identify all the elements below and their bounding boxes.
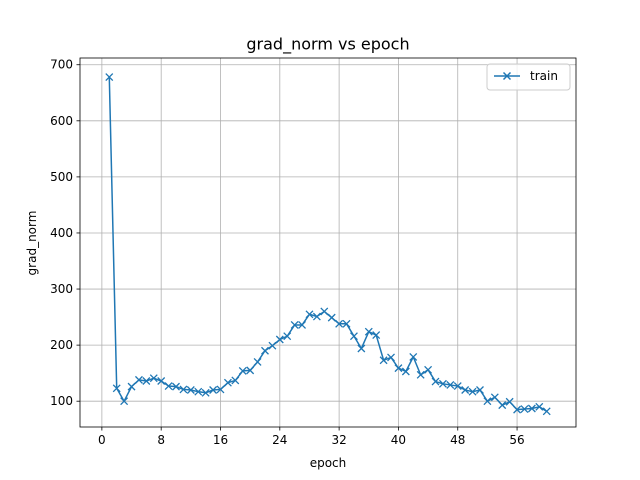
data-point xyxy=(438,379,447,388)
x-tick-label: 8 xyxy=(157,433,165,447)
legend: train xyxy=(486,63,571,91)
chart-title: grad_norm vs epoch xyxy=(246,35,409,55)
y-axis-label: grad_norm xyxy=(25,211,39,276)
data-point xyxy=(112,384,121,393)
legend-label: train xyxy=(530,69,558,83)
y-tick-label: 100 xyxy=(50,394,73,408)
legend-marker xyxy=(502,71,512,81)
data-point xyxy=(201,388,210,397)
data-point xyxy=(298,320,307,329)
data-point xyxy=(179,385,188,394)
data-point xyxy=(468,387,477,396)
data-point xyxy=(520,405,529,414)
legend-box xyxy=(486,63,571,91)
data-point xyxy=(394,364,403,373)
data-point xyxy=(261,346,269,355)
data-point xyxy=(268,341,277,350)
data-point xyxy=(216,385,225,394)
data-point xyxy=(372,331,381,339)
plot-frame xyxy=(79,57,577,428)
data-point xyxy=(275,335,284,344)
data-point xyxy=(290,320,299,329)
x-tick-label: 32 xyxy=(331,433,346,447)
data-point xyxy=(305,310,314,319)
data-point xyxy=(105,73,114,82)
data-point xyxy=(379,356,388,365)
data-point xyxy=(446,380,455,389)
y-ticks: 100 200 300 400 500 600 700 xyxy=(50,58,80,408)
grid xyxy=(80,58,576,427)
data-point xyxy=(387,353,395,362)
y-tick-label: 400 xyxy=(50,226,73,240)
axes-frame xyxy=(79,57,577,428)
data-point xyxy=(127,382,136,391)
data-point xyxy=(246,366,255,375)
x-tick-label: 0 xyxy=(98,433,106,447)
data-point xyxy=(527,404,536,413)
data-point xyxy=(461,386,470,394)
data-point xyxy=(149,374,158,383)
data-point xyxy=(238,366,247,375)
data-point xyxy=(312,312,321,321)
data-point xyxy=(327,313,336,322)
data-point xyxy=(498,401,507,410)
data-point xyxy=(157,377,166,385)
y-tick-label: 600 xyxy=(50,114,73,128)
y-tick-label: 300 xyxy=(50,282,73,296)
data-point xyxy=(483,397,492,406)
data-point xyxy=(401,367,410,376)
data-point xyxy=(490,393,499,402)
data-point xyxy=(186,386,195,394)
y-tick-label: 200 xyxy=(50,338,73,352)
data-point xyxy=(120,397,129,406)
x-tick-label: 48 xyxy=(450,433,465,447)
data-point xyxy=(335,319,344,328)
x-tick-label: 24 xyxy=(272,433,287,447)
data-point xyxy=(357,344,366,353)
data-point xyxy=(283,332,292,341)
data-point xyxy=(209,386,218,394)
data-point xyxy=(142,377,151,385)
data-point xyxy=(409,352,418,361)
data-point xyxy=(424,365,433,374)
x-ticks: 0 8 16 24 32 40 48 56 xyxy=(98,427,525,447)
data-point xyxy=(453,382,462,391)
data-point xyxy=(194,387,203,396)
data-point xyxy=(231,376,240,385)
data-point xyxy=(535,402,544,411)
data-point xyxy=(172,382,180,391)
data-point xyxy=(364,327,373,336)
data-point xyxy=(416,370,425,379)
x-tick-label: 40 xyxy=(391,433,406,447)
y-tick-label: 500 xyxy=(50,170,73,184)
data-point xyxy=(476,386,484,394)
data-point xyxy=(342,319,351,328)
series-group xyxy=(105,73,551,416)
data-point xyxy=(164,382,173,391)
x-axis-label: epoch xyxy=(310,456,347,470)
x-tick-label: 56 xyxy=(509,433,524,447)
x-tick-label: 16 xyxy=(213,433,228,447)
data-point xyxy=(431,377,440,386)
data-point xyxy=(505,397,514,406)
data-point xyxy=(253,357,262,366)
data-point xyxy=(134,375,143,384)
data-point xyxy=(513,405,522,414)
data-point xyxy=(349,332,358,341)
y-tick-label: 700 xyxy=(50,58,73,72)
data-point xyxy=(320,307,329,316)
data-point xyxy=(542,407,551,416)
data-point xyxy=(223,378,232,387)
